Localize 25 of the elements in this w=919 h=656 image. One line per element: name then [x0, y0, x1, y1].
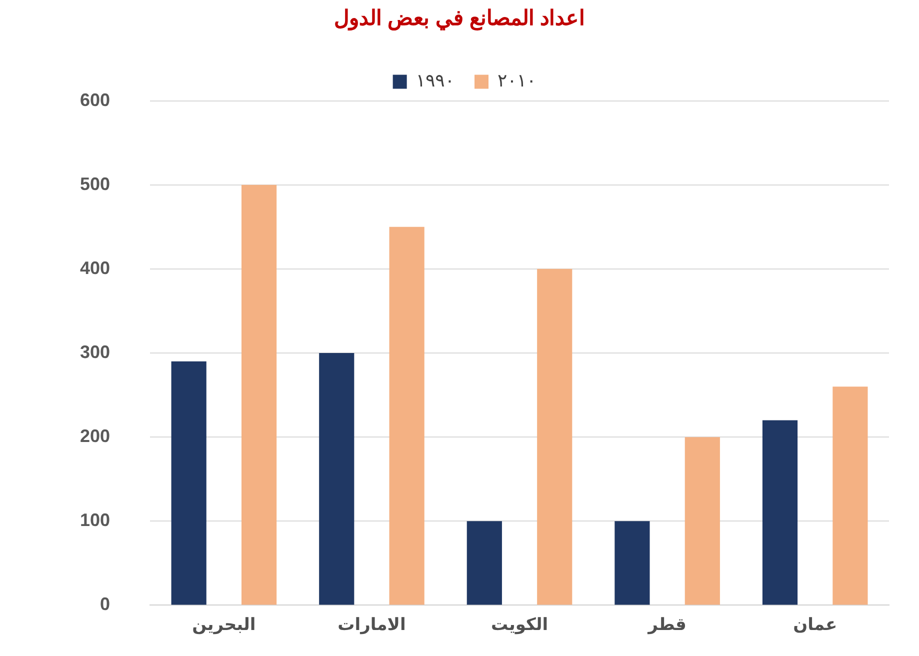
bar	[684, 437, 720, 605]
bar	[171, 361, 206, 605]
y-tick-label: 0	[100, 594, 110, 614]
y-tick-label: 500	[80, 174, 110, 194]
bar	[389, 226, 424, 605]
bar	[762, 420, 798, 605]
x-tick-label: قطر	[647, 614, 686, 635]
y-tick-label: 400	[80, 258, 110, 278]
chart-title: اعداد المصانع في بعض الدول	[332, 6, 586, 31]
bar	[319, 353, 354, 605]
y-tick-label: 200	[80, 426, 110, 446]
y-tick-label: 100	[80, 510, 110, 530]
x-tick-label: البحرين	[192, 614, 256, 635]
x-tick-label: عمان	[793, 614, 838, 635]
legend-label: ١٩٩٠	[416, 70, 454, 92]
bar	[537, 268, 572, 605]
x-tick-label: الكويت	[490, 614, 548, 635]
bar	[241, 184, 277, 605]
legend-label: ٢٠١٠	[498, 70, 536, 92]
x-tick-label: الامارات	[338, 614, 406, 635]
y-tick-label: 300	[80, 342, 110, 362]
bar	[614, 521, 650, 605]
bar	[832, 386, 868, 605]
bar	[466, 521, 502, 605]
y-tick-label: 600	[80, 90, 110, 110]
